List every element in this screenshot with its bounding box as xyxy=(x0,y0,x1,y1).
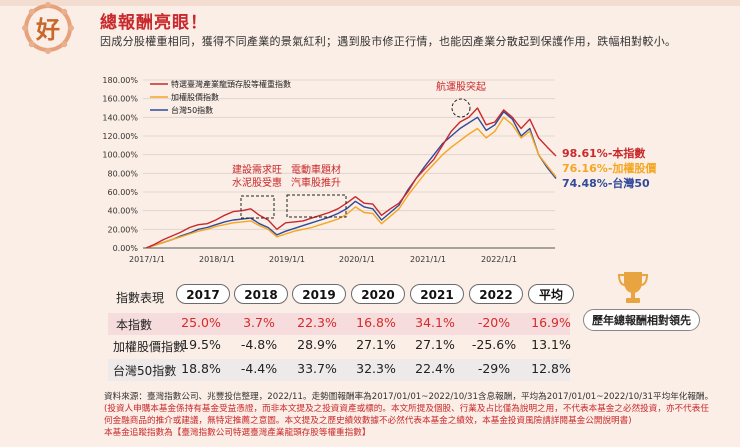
column-header-平均: 平均 xyxy=(528,284,574,304)
legend-label: 加權股價指數 xyxy=(171,92,219,102)
annotation-text: 水泥股受惠 xyxy=(232,176,282,189)
column-header-2022: 2022 xyxy=(469,284,523,304)
lead-label: 歷年總報酬相對領先 xyxy=(583,309,700,331)
column-header-2020: 2020 xyxy=(351,284,405,304)
end-label: 98.61%-本指數 xyxy=(562,146,645,160)
y-tick-label: 140.00% xyxy=(102,113,138,122)
table-cell: -4.4% xyxy=(240,361,278,376)
annotation-text: 汽車股推升 xyxy=(291,176,341,189)
table-cell: 22.3% xyxy=(297,315,337,330)
y-tick-label: 20.00% xyxy=(107,225,138,234)
column-header-2019: 2019 xyxy=(292,284,346,304)
y-tick-label: 100.00% xyxy=(102,151,138,160)
x-tick-label: 2020/1/1 xyxy=(339,255,375,264)
legend-label: 特選臺灣產業龍頭存股等權重指數 xyxy=(171,79,291,89)
trophy-icon xyxy=(617,272,649,303)
table-cell: -20% xyxy=(477,315,511,330)
table-cell: -4.8% xyxy=(240,337,278,352)
annotation-circle-shipping xyxy=(451,98,471,118)
series-line-2 xyxy=(145,110,557,249)
line-chart: 0.00% 20.00% 40.00% 60.00% 80.00% 100.00% 120.… xyxy=(102,76,657,264)
table-row-name: 台灣50指數 xyxy=(113,364,177,378)
table-row-name: 本指數 xyxy=(116,318,153,332)
table-cell: -25.6% xyxy=(471,337,517,352)
table-cell: 19.5% xyxy=(181,337,221,352)
table-cell: 33.7% xyxy=(297,361,337,376)
footer-source: 資料來源：臺灣指數公司、兆豐投信整理，2022/11。走勢圖報酬率為2017/0… xyxy=(104,392,714,402)
y-tick-label: 80.00% xyxy=(107,169,138,178)
y-tick-label: 180.00% xyxy=(102,76,138,85)
table-cell: 18.8% xyxy=(181,361,221,376)
x-tick-label: 2018/1/1 xyxy=(199,255,235,264)
table-row-name: 加權股價指數 xyxy=(113,340,186,354)
annotation-box-ev xyxy=(286,194,347,218)
top-bar xyxy=(0,0,740,6)
table-cell: 16.8% xyxy=(356,315,396,330)
table-cell: 12.8% xyxy=(531,361,571,376)
y-tick-label: 0.00% xyxy=(113,244,139,253)
table-cell: 13.1% xyxy=(531,337,571,352)
footer-disclaimer-1: (投資人申購本基金係持有基金受益憑證，而非本文提及之投資資產或標的。本文所提及個… xyxy=(104,404,709,414)
table-cell: 25.0% xyxy=(181,315,221,330)
table-cell: 16.9% xyxy=(531,315,571,330)
table-cell: 27.1% xyxy=(356,337,396,352)
end-label: 74.48%-台灣50 xyxy=(562,176,650,190)
annotation-text: 建設需求旺 xyxy=(232,163,282,176)
legend-label: 台灣50指數 xyxy=(171,105,213,115)
x-tick-label: 2022/1/1 xyxy=(481,255,517,264)
table-cell: 34.1% xyxy=(415,315,455,330)
annotation-text: 電動車題材 xyxy=(291,163,341,176)
column-header-2017: 2017 xyxy=(176,284,230,304)
series-line-0 xyxy=(145,107,557,249)
page-title: 總報酬亮眼！ xyxy=(100,13,208,33)
column-header-2018: 2018 xyxy=(234,284,288,304)
column-header-2021: 2021 xyxy=(410,284,464,304)
y-tick-label: 160.00% xyxy=(102,95,138,104)
x-tick-label: 2017/1/1 xyxy=(129,255,165,264)
x-tick-label: 2021/1/1 xyxy=(410,255,446,264)
table-cell: 22.4% xyxy=(415,361,455,376)
footer-tracking-index: 本基金追蹤指數為【臺灣指數公司特選臺灣產業龍頭存股等權重指數】 xyxy=(104,428,371,438)
table-cell: -29% xyxy=(477,361,511,376)
footer-disclaimer-2: 何金融商品的推介或建議，無特定推薦之意圖。本文提及之歷史績效數據不必然代表本基金… xyxy=(104,416,632,426)
end-label: 76.16%-加權股價 xyxy=(562,161,657,175)
table-cell: 27.1% xyxy=(415,337,455,352)
annotation-box-cement xyxy=(240,195,275,219)
y-tick-label: 40.00% xyxy=(107,207,138,216)
annotation-text: 航運股突起 xyxy=(436,80,486,93)
table-cell: 28.9% xyxy=(297,337,337,352)
table-row-bg xyxy=(108,313,570,335)
y-tick-label: 60.00% xyxy=(107,188,138,197)
page-subtitle: 因成分股權重相同，獲得不同產業的景氣紅利；遇到股市修正行情，也能因產業分散起到保… xyxy=(100,35,677,48)
table-cell: 32.3% xyxy=(356,361,396,376)
badge-text: 好 xyxy=(36,16,60,44)
table-header-label: 指數表現 xyxy=(116,291,165,305)
badge-icon xyxy=(22,2,74,54)
series-line-1 xyxy=(145,116,557,249)
table-cell: 3.7% xyxy=(243,315,275,330)
table-row-bg xyxy=(108,359,570,381)
x-tick-label: 2019/1/1 xyxy=(269,255,305,264)
y-tick-label: 120.00% xyxy=(102,132,138,141)
